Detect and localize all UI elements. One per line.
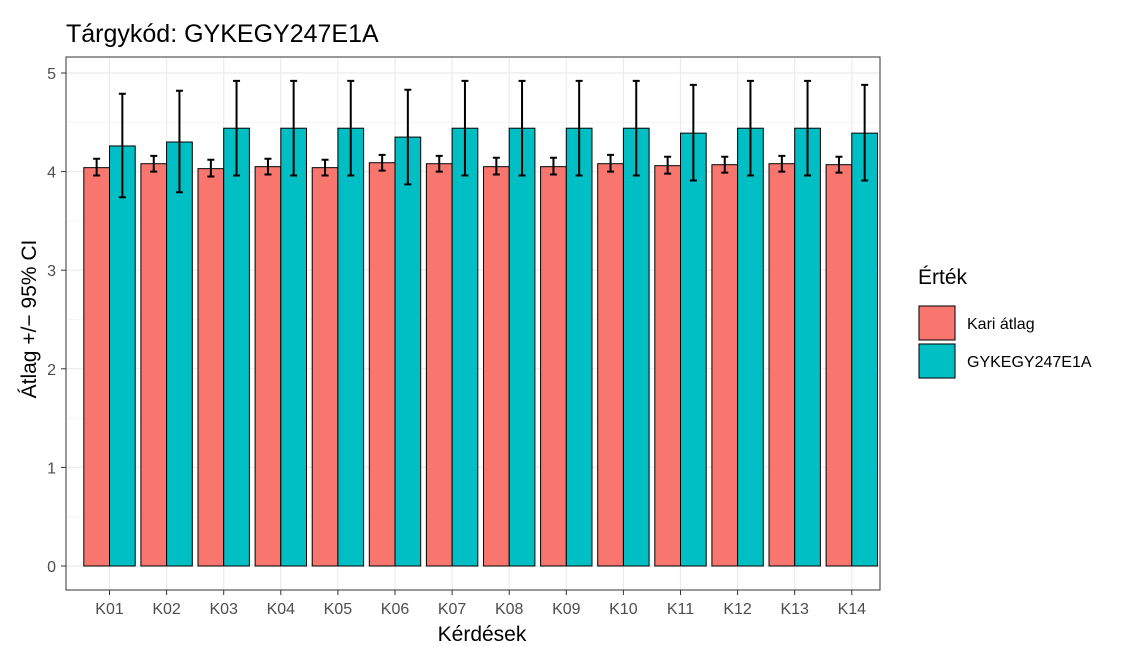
- x-tick-label: K10: [609, 601, 638, 618]
- chart-title: Tárgykód: GYKEGY247E1A: [66, 20, 379, 48]
- bar-k10-series-2: [622, 127, 650, 567]
- bar-k02-series-2: [166, 141, 193, 567]
- error-bar-k07-series-1: [435, 154, 443, 173]
- y-tick-label: 3: [47, 263, 56, 280]
- x-tick-label: K14: [838, 601, 867, 618]
- bar-k04-series-2: [280, 127, 307, 567]
- error-bar-k11-series-1: [664, 155, 672, 175]
- error-bar-k08-series-1: [492, 156, 500, 176]
- bar-k07-series-1: [425, 163, 453, 567]
- legend-key-series-1: [918, 305, 956, 341]
- error-bar-k03-series-2: [233, 79, 241, 177]
- error-bar-k13-series-1: [778, 154, 786, 173]
- x-tick-label: K04: [267, 601, 296, 618]
- x-tick-label: K03: [209, 601, 238, 618]
- error-bar-k08-series-2: [518, 79, 526, 177]
- bar-k01-series-1: [83, 167, 111, 567]
- bar-k06-series-1: [368, 162, 396, 567]
- bar-k03-series-2: [223, 127, 250, 567]
- bar-k08-series-2: [508, 127, 536, 567]
- x-tick-label: K08: [495, 601, 524, 618]
- error-bar-k02-series-2: [175, 89, 183, 194]
- y-tick-label: 5: [47, 66, 56, 83]
- error-bar-k10-series-2: [632, 79, 640, 177]
- bar-k05-series-2: [337, 127, 365, 567]
- legend: Érték Kari átlag GYKEGY247E1A: [918, 266, 1092, 379]
- plot-panel: 0 1 2 3 4 5 K01 K02 K03 K04 K05 K06 K07 K08 K09 K10 K11 K…: [47, 56, 881, 618]
- x-axis-title: Kérdések: [438, 623, 527, 646]
- x-tick-label: K02: [152, 601, 181, 618]
- bar-k11-series-1: [654, 165, 681, 567]
- error-bar-k05-series-2: [347, 79, 355, 177]
- bar-k12-series-1: [711, 164, 739, 567]
- error-bar-k09-series-2: [575, 79, 583, 177]
- error-bar-k04-series-1: [264, 157, 272, 176]
- bar-k01-series-2: [109, 145, 136, 567]
- bar-k09-series-2: [565, 127, 593, 567]
- bar-k04-series-1: [254, 166, 282, 567]
- bar-k09-series-1: [540, 166, 567, 567]
- error-bar-k05-series-1: [321, 158, 329, 177]
- y-tick-label: 1: [47, 460, 56, 477]
- error-bar-k14-series-1: [835, 155, 843, 174]
- bar-k05-series-1: [311, 167, 339, 567]
- bar-k10-series-1: [597, 163, 624, 567]
- error-bar-k09-series-1: [549, 156, 557, 176]
- error-bar-k07-series-2: [461, 79, 469, 177]
- error-bar-k06-series-2: [404, 88, 412, 186]
- bar-k13-series-1: [768, 163, 796, 567]
- error-bar-k02-series-1: [150, 154, 158, 173]
- panel-border: [65, 56, 881, 591]
- bar-k08-series-1: [483, 166, 510, 567]
- bar-k11-series-2: [680, 132, 707, 567]
- error-bar-k01-series-2: [118, 92, 126, 199]
- y-axis-title: Átlag +/− 95% CI: [18, 240, 41, 399]
- bar-k06-series-2: [394, 136, 422, 567]
- error-bar-k12-series-1: [721, 155, 729, 174]
- y-tick-label: 0: [47, 559, 56, 576]
- error-bar-k11-series-2: [689, 83, 697, 182]
- x-tick-label: K12: [723, 601, 752, 618]
- error-bar-k06-series-1: [378, 153, 386, 172]
- x-tick-label: K09: [552, 601, 581, 618]
- error-bar-k04-series-2: [290, 79, 298, 177]
- x-tick-label: K06: [381, 601, 410, 618]
- bar-k14-series-2: [851, 132, 878, 567]
- error-bar-k13-series-2: [804, 79, 812, 177]
- legend-label-series-1: Kari átlag: [967, 316, 1035, 333]
- x-tick-label: K05: [324, 601, 353, 618]
- error-bar-k14-series-2: [861, 83, 869, 182]
- x-tick-label: K11: [667, 601, 694, 618]
- error-bar-k01-series-1: [93, 157, 101, 177]
- bar-k14-series-1: [825, 164, 853, 567]
- legend-key-series-2: [918, 343, 956, 379]
- error-bar-k03-series-1: [207, 158, 215, 178]
- x-tick-label: K01: [95, 601, 124, 618]
- y-tick-label: 2: [47, 362, 56, 379]
- legend-label-series-2: GYKEGY247E1A: [967, 354, 1092, 371]
- bar-k02-series-1: [140, 163, 168, 567]
- error-bar-k12-series-2: [746, 79, 754, 177]
- legend-title: Érték: [918, 266, 968, 289]
- y-tick-label: 4: [47, 165, 56, 182]
- bar-k07-series-2: [451, 127, 479, 567]
- error-bar-k10-series-1: [607, 153, 615, 173]
- x-tick-label: K07: [438, 601, 467, 618]
- bar-k03-series-1: [197, 168, 225, 567]
- bar-k13-series-2: [794, 127, 821, 567]
- bar-k12-series-2: [737, 127, 764, 567]
- x-tick-label: K13: [780, 601, 809, 618]
